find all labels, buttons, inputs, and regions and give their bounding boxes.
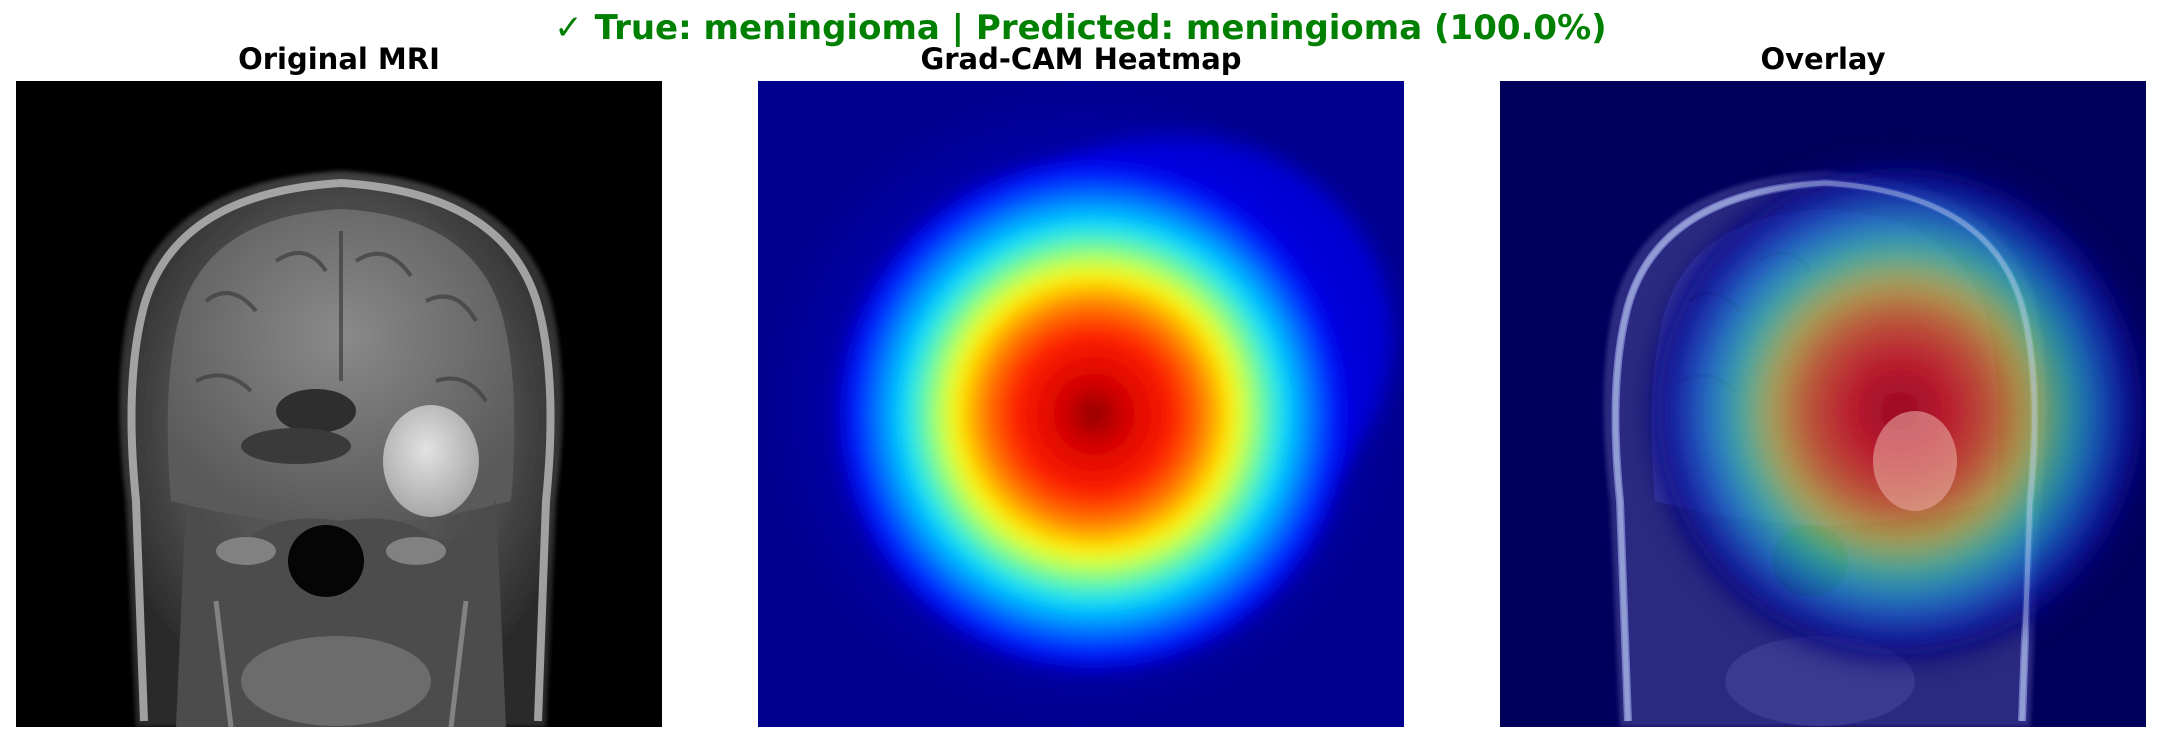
figure-title: ✓ True: meningioma | Predicted: meningio…	[554, 8, 1607, 48]
overlay-image	[1500, 81, 2146, 727]
panel-title-overlay: Overlay	[1760, 42, 1886, 76]
panel-title-original-mri: Original MRI	[238, 42, 440, 76]
heatmap-image	[758, 81, 1404, 727]
panel-gradcam-heatmap: Grad-CAM Heatmap	[758, 40, 1404, 727]
panel-original-mri: Original MRI	[16, 40, 662, 727]
panel-overlay: Overlay	[1500, 40, 2146, 727]
mri-image	[16, 81, 662, 727]
panel-title-gradcam-heatmap: Grad-CAM Heatmap	[920, 42, 1242, 76]
